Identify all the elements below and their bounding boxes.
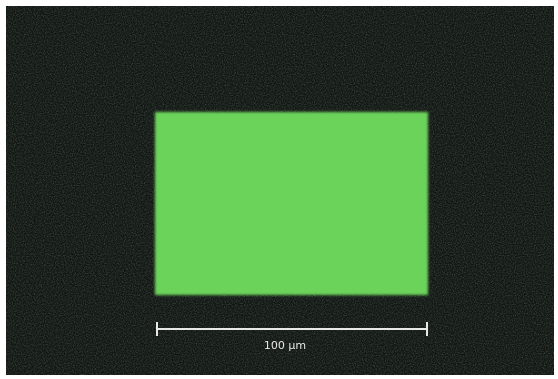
micrograph: 100 µm xyxy=(0,0,558,379)
page: 100 µm (() => { const data = JSON.parse(… xyxy=(0,0,558,379)
green-pattern xyxy=(155,112,428,295)
scale-bar-label: 100 µm xyxy=(264,339,306,352)
